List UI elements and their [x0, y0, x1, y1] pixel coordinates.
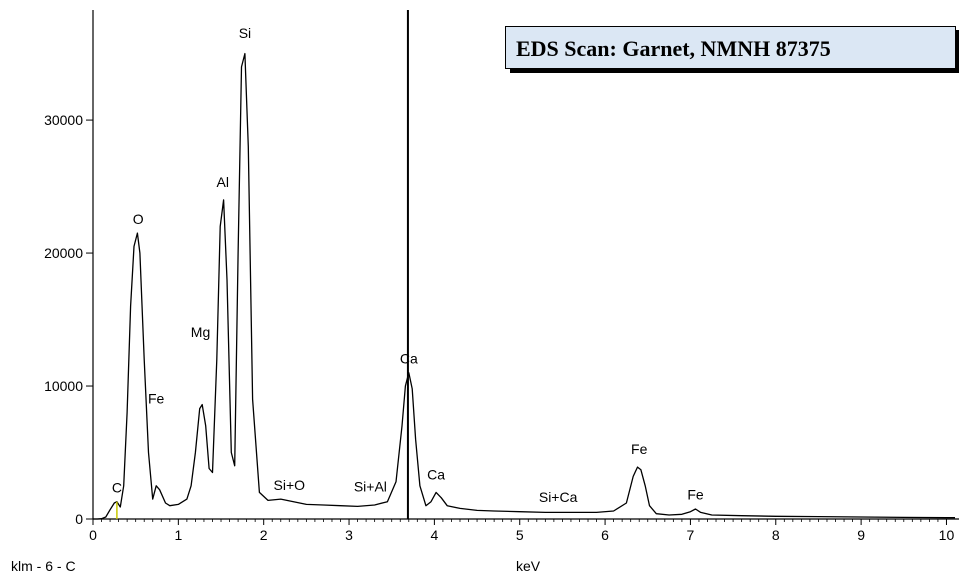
x-tick-label: 10 [939, 527, 955, 543]
peak-label: Al [217, 174, 229, 190]
peak-label: Si+O [274, 477, 306, 493]
peak-label: Si+Ca [539, 489, 578, 505]
energy-cursor [116, 10, 409, 519]
x-tick-label: 4 [430, 527, 438, 543]
y-tick-label: 0 [75, 511, 83, 527]
x-tick-label: 3 [345, 527, 353, 543]
x-tick-label: 2 [260, 527, 268, 543]
footnote-label: klm - 6 - C [11, 558, 76, 574]
peak-label: Fe [631, 441, 648, 457]
x-tick-label: 9 [857, 527, 865, 543]
x-tick-label: 0 [89, 527, 97, 543]
peak-label: O [133, 211, 144, 227]
peak-label: Fe [687, 486, 704, 502]
spectrum-line [93, 52, 955, 520]
peak-label: Si+Al [354, 478, 387, 494]
chart-title: EDS Scan: Garnet, NMNH 87375 [505, 26, 956, 69]
y-axis-ticks: 0 10000 20000 30000 [44, 112, 93, 527]
x-tick-label: 8 [772, 527, 780, 543]
x-tick-label: 7 [687, 527, 695, 543]
x-tick-label: 1 [174, 527, 182, 543]
x-tick-label: 5 [516, 527, 524, 543]
y-tick-label: 20000 [44, 245, 83, 261]
peak-label: Mg [191, 324, 210, 340]
x-axis-title: keV [516, 558, 541, 574]
x-tick-label: 6 [601, 527, 609, 543]
x-axis-ticks: 0 1 2 3 4 5 6 7 8 9 10 [89, 519, 954, 543]
peak-label: C [112, 480, 122, 496]
y-tick-label: 30000 [44, 112, 83, 128]
peak-label: Si [239, 25, 251, 41]
peak-labels: C O Fe Mg Al Si Si+O Si+Al Ca Ca Si+Ca Fe Fe [112, 25, 704, 505]
spectrum-series [93, 52, 955, 520]
y-tick-label: 10000 [44, 378, 83, 394]
peak-label: Fe [148, 391, 165, 407]
peak-label: Ca [427, 466, 445, 482]
peak-label: Ca [400, 351, 418, 367]
